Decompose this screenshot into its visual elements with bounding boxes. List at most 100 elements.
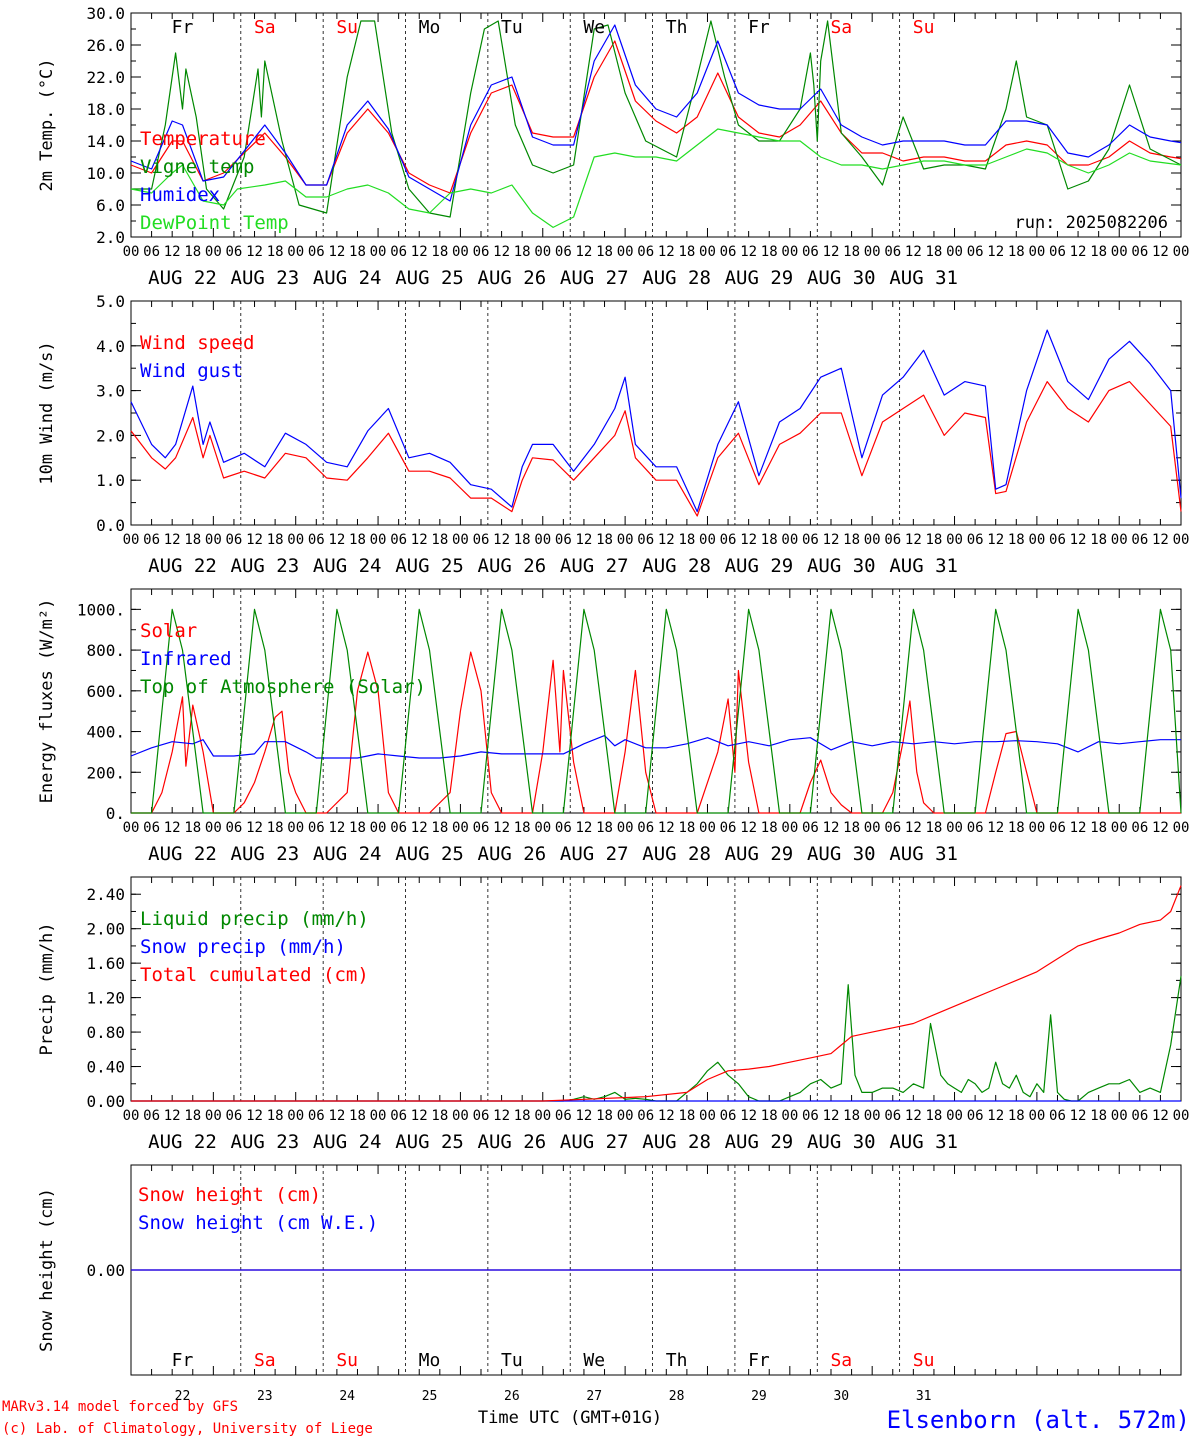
hour-tick-label: 06 — [1131, 820, 1148, 836]
hour-tick-label: 12 — [164, 532, 181, 548]
hour-tick-label: 06 — [143, 244, 160, 260]
y-tick-label: 0.00 — [86, 1092, 125, 1111]
hour-tick-label: 12 — [328, 532, 345, 548]
y-tick-label: 0.40 — [86, 1058, 125, 1077]
hour-tick-label: 12 — [493, 532, 510, 548]
hour-tick-label: 18 — [267, 1108, 284, 1124]
hour-tick-label: 06 — [473, 1108, 490, 1124]
hour-tick-label: 00 — [781, 532, 798, 548]
hour-tick-label: 12 — [411, 820, 428, 836]
hour-tick-label: 06 — [226, 1108, 243, 1124]
hour-tick-label: 06 — [884, 820, 901, 836]
hour-tick-label: 00 — [287, 532, 304, 548]
hour-tick-label: 18 — [678, 244, 695, 260]
date-label: AUG 25 — [395, 267, 464, 289]
hour-tick-label: 06 — [226, 244, 243, 260]
day-number-label: 22 — [175, 1389, 191, 1404]
hour-tick-label: 00 — [452, 1108, 469, 1124]
legend-entry: Wind speed — [140, 332, 254, 354]
date-label: AUG 30 — [807, 555, 876, 577]
series-line-temp-0 — [130, 40, 1182, 194]
hour-tick-label: 06 — [1131, 532, 1148, 548]
y-tick-label: 4.0 — [96, 337, 125, 356]
date-label: AUG 28 — [642, 843, 711, 865]
hour-tick-label: 00 — [287, 1108, 304, 1124]
hour-tick-label: 06 — [1131, 1108, 1148, 1124]
series-line-wind-1 — [130, 329, 1182, 513]
hour-tick-label: 06 — [555, 1108, 572, 1124]
hour-tick-label: 00 — [617, 532, 634, 548]
hour-tick-label: 00 — [864, 820, 881, 836]
hour-tick-label: 12 — [740, 244, 757, 260]
hour-tick-label: 06 — [1049, 532, 1066, 548]
hour-tick-label: 18 — [1008, 1108, 1025, 1124]
hour-tick-label: 12 — [246, 532, 263, 548]
weekday-label: Fr — [172, 1350, 194, 1371]
hour-tick-label: 06 — [390, 1108, 407, 1124]
legend-entry: Vigne temp — [140, 156, 254, 178]
hour-tick-label: 06 — [473, 532, 490, 548]
plot-frame — [130, 588, 1182, 814]
hour-tick-label: 18 — [349, 820, 366, 836]
hour-tick-label: 00 — [370, 244, 387, 260]
day-number-label: 30 — [833, 1389, 849, 1404]
series-line-temp-2 — [130, 24, 1182, 202]
y-tick-label: 1.0 — [96, 471, 125, 490]
hour-tick-label: 12 — [1070, 244, 1087, 260]
hour-tick-label: 12 — [576, 532, 593, 548]
legend-entry: Infrared — [140, 648, 232, 670]
series-line-precip-2 — [131, 885, 1182, 1102]
hour-tick-label: 06 — [308, 244, 325, 260]
hour-tick-label: 00 — [946, 1108, 963, 1124]
hour-tick-label: 12 — [658, 1108, 675, 1124]
hour-tick-label: 06 — [637, 244, 654, 260]
hour-tick-label: 00 — [699, 820, 716, 836]
day-number-label: 26 — [504, 1389, 520, 1404]
date-label: AUG 24 — [313, 1131, 382, 1153]
hour-tick-label: 12 — [1152, 244, 1169, 260]
date-label: AUG 31 — [889, 267, 958, 289]
hour-tick-label: 12 — [905, 1108, 922, 1124]
date-label: AUG 28 — [642, 267, 711, 289]
hour-tick-label: 06 — [637, 532, 654, 548]
y-tick-label: 2.00 — [86, 920, 125, 939]
hour-tick-label: 18 — [514, 1108, 531, 1124]
date-label: AUG 23 — [231, 267, 300, 289]
hour-tick-label: 18 — [184, 532, 201, 548]
hour-tick-label: 00 — [452, 532, 469, 548]
hour-tick-label: 12 — [1152, 1108, 1169, 1124]
hour-tick-label: 00 — [1028, 820, 1045, 836]
hour-tick-label: 18 — [431, 532, 448, 548]
hour-tick-label: 18 — [1008, 244, 1025, 260]
hour-tick-label: 00 — [534, 820, 551, 836]
hour-tick-label: 18 — [678, 820, 695, 836]
hour-tick-label: 00 — [699, 532, 716, 548]
date-label: AUG 26 — [478, 555, 547, 577]
date-label: AUG 22 — [148, 1131, 217, 1153]
hour-tick-label: 12 — [823, 532, 840, 548]
date-label: AUG 27 — [560, 555, 629, 577]
hour-tick-label: 18 — [761, 244, 778, 260]
hour-tick-label: 18 — [1008, 820, 1025, 836]
hour-tick-label: 18 — [843, 532, 860, 548]
y-tick-label: 0.00 — [86, 1261, 125, 1280]
hour-tick-label: 12 — [987, 244, 1004, 260]
y-tick-label: 600. — [86, 682, 125, 701]
hour-tick-label: 00 — [864, 1108, 881, 1124]
hour-tick-label: 06 — [390, 820, 407, 836]
hour-tick-label: 12 — [658, 532, 675, 548]
series-line-precip-0 — [131, 976, 1182, 1102]
hour-tick-label: 18 — [431, 244, 448, 260]
hour-tick-label: 00 — [205, 820, 222, 836]
hour-tick-label: 18 — [349, 532, 366, 548]
weekday-label: Su — [913, 1350, 935, 1371]
y-axis-label: Precip (mm/h) — [37, 922, 57, 1055]
hour-tick-label: 00 — [205, 532, 222, 548]
hour-tick-label: 18 — [761, 820, 778, 836]
hour-tick-label: 00 — [287, 820, 304, 836]
day-number-label: 27 — [586, 1389, 602, 1404]
y-tick-label: 0. — [106, 804, 125, 823]
hour-tick-label: 06 — [802, 532, 819, 548]
hour-tick-label: 18 — [678, 532, 695, 548]
hour-tick-label: 18 — [267, 244, 284, 260]
